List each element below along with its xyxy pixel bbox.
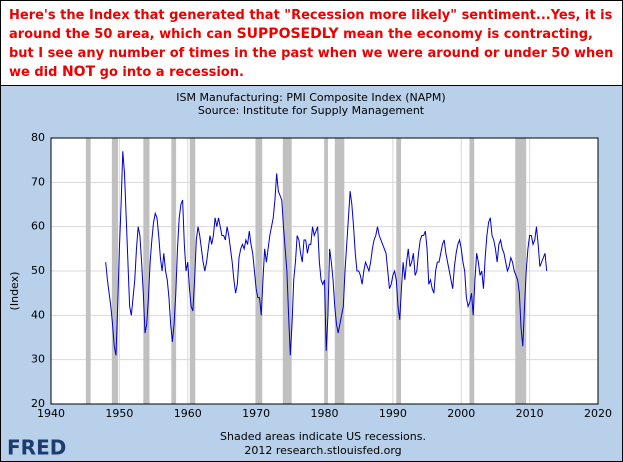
recession-band [324,138,328,404]
annotation-text: Here's the Index that generated that "Re… [9,8,613,42]
recession-band [85,138,91,404]
recession-band [171,138,177,404]
chart-subtitle: Source: Institute for Supply Management [198,104,425,117]
recession-band [255,138,263,404]
chart-title: ISM Manufacturing: PMI Composite Index (… [176,91,445,104]
x-tick-label: 1950 [105,407,133,420]
x-tick-label: 2020 [584,407,612,420]
y-tick-label: 70 [31,175,45,188]
y-tick-label: 20 [31,397,45,410]
y-tick-label: 60 [31,220,45,233]
x-tick-label: 1940 [37,407,65,420]
y-axis-label: (Index) [8,272,21,311]
recession-band [515,138,527,404]
annotation-text: mean the economy is contracting, but I s… [9,27,614,80]
credit: 2012 research.stlouisfed.org [244,444,401,457]
recession-band [111,138,119,404]
recession-band [143,138,150,404]
annotation-emphasis: SUPPOSEDLY [236,26,339,42]
x-tick-label: 1980 [311,407,339,420]
x-tick-label: 1960 [174,407,202,420]
x-tick-label: 2010 [516,407,544,420]
plot-border [50,137,599,405]
y-tick-label: 50 [31,264,45,277]
x-tick-label: 1990 [379,407,407,420]
recession-band [189,138,196,404]
y-tick-label: 40 [31,308,45,321]
annotation-emphasis: NOT [61,64,96,80]
x-tick-label: 1970 [242,407,270,420]
annotation-text: go into a recession. [95,65,244,80]
note: Shaded areas indicate US recessions. [220,430,426,443]
recession-band [396,138,402,404]
line [105,151,548,356]
recession-band [469,138,475,404]
x-tick-label: 2000 [447,407,475,420]
annotation: Here's the Index that generated that "Re… [9,6,614,82]
y-tick-label: 80 [31,131,45,144]
logo: FRED [7,436,66,460]
y-tick-label: 30 [31,353,45,366]
recession-band [334,138,345,404]
header: Here's the Index that generated that "Re… [1,1,622,86]
